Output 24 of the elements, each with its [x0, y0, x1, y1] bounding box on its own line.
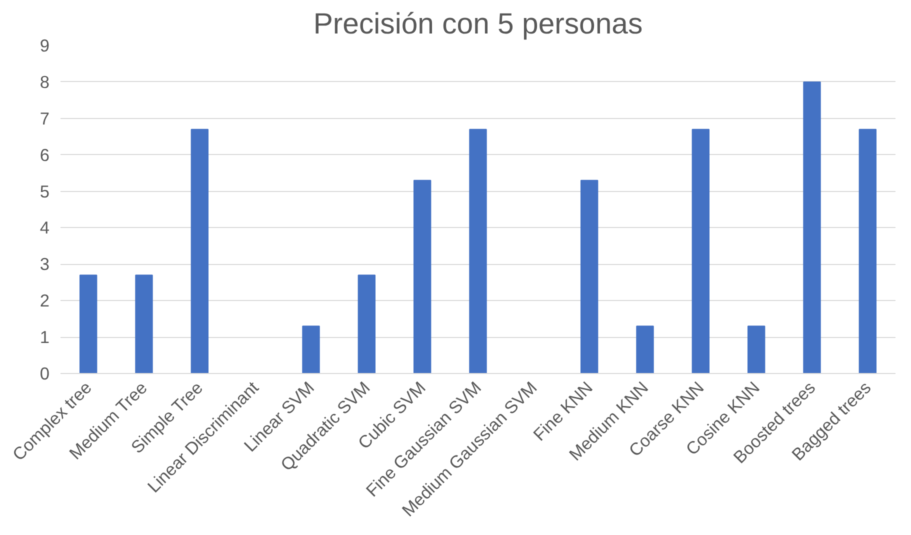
bar — [580, 180, 598, 374]
y-tick-label: 4 — [40, 218, 50, 238]
bar — [747, 326, 766, 374]
y-tick-label: 5 — [40, 181, 50, 202]
bar — [190, 128, 209, 374]
y-tick-label: 0 — [40, 364, 50, 384]
y-tick-label: 7 — [40, 108, 50, 128]
bar — [135, 274, 153, 374]
y-tick-label: 1 — [40, 327, 50, 348]
bar — [692, 128, 710, 374]
y-tick-label: 6 — [40, 144, 50, 165]
bar — [302, 326, 320, 374]
y-tick-label: 2 — [40, 290, 50, 311]
bar — [636, 326, 654, 374]
y-tick-label: 8 — [40, 72, 50, 92]
bar — [803, 81, 821, 374]
y-tick-label: 9 — [40, 36, 50, 56]
bar — [358, 274, 376, 374]
bar — [413, 180, 432, 374]
bar — [79, 274, 98, 374]
bar — [469, 128, 487, 374]
y-tick-label: 3 — [40, 254, 50, 274]
bar — [858, 128, 877, 374]
chart-title: Precisión con 5 personas — [313, 8, 643, 40]
